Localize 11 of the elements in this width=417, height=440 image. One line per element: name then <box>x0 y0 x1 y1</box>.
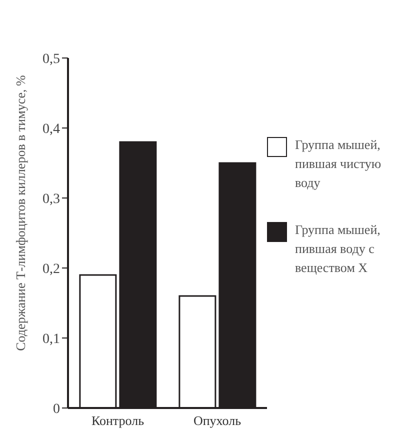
x-tick-label: Опухоль <box>193 413 242 428</box>
y-tick-label: 0,2 <box>42 262 60 277</box>
y-tick-label: 0,3 <box>42 192 60 207</box>
y-tick-label: 0,1 <box>42 332 60 347</box>
y-tick-label: 0,5 <box>42 52 60 67</box>
x-tick-label: Контроль <box>91 413 144 428</box>
y-axis-title: Содержание Т-лимфоцитов киллеров в тимусе, % <box>12 74 28 351</box>
y-tick-label: 0 <box>53 402 60 417</box>
y-tick-label: 0,4 <box>42 122 60 137</box>
legend-label: Группа мышей, пившая чистую воду <box>295 136 382 192</box>
legend-label: Группа мышей, пившая воду с веществом X <box>295 221 382 277</box>
